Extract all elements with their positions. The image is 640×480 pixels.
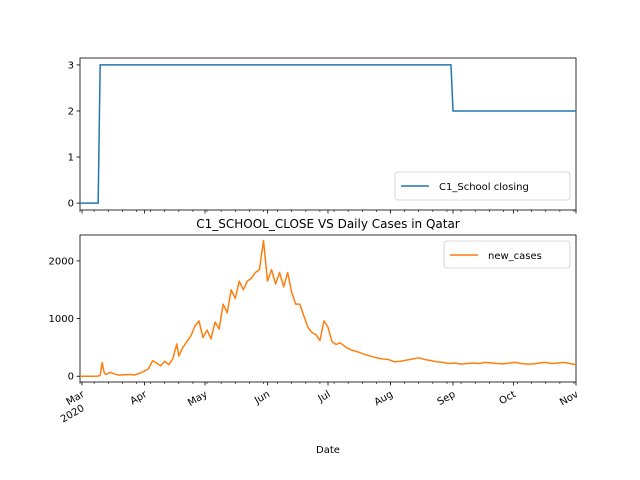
top-x-axis (79, 210, 577, 214)
school-closing-line (80, 64, 576, 204)
top-y-axis: 0 1 2 3 (68, 60, 80, 210)
x-axis-label: Date (316, 445, 340, 456)
y-tick-label: 0 (68, 199, 74, 210)
y-tick-label: 1 (68, 153, 74, 164)
y-tick-label: 2 (68, 106, 74, 117)
top-legend-label: C1_School closing (439, 182, 529, 193)
bottom-legend-box (443, 240, 571, 269)
y-tick-label: 0 (68, 372, 74, 383)
school-closing-panel: 0 1 2 3 C1_School closing (68, 57, 577, 214)
bottom-legend: new_cases (443, 240, 571, 269)
bottom-y-axis: 0 1000 2000 (49, 256, 80, 383)
chart-title: C1_SCHOOL_CLOSE VS Daily Cases in Qatar (196, 217, 460, 231)
y-tick-label: 2000 (49, 256, 74, 267)
top-legend: C1_School closing (394, 171, 571, 201)
y-tick-label: 1000 (49, 314, 74, 325)
y-tick-label: 3 (68, 60, 74, 71)
top-legend-box (394, 171, 571, 201)
new-cases-line (80, 239, 577, 377)
bottom-legend-label: new_cases (488, 251, 542, 262)
